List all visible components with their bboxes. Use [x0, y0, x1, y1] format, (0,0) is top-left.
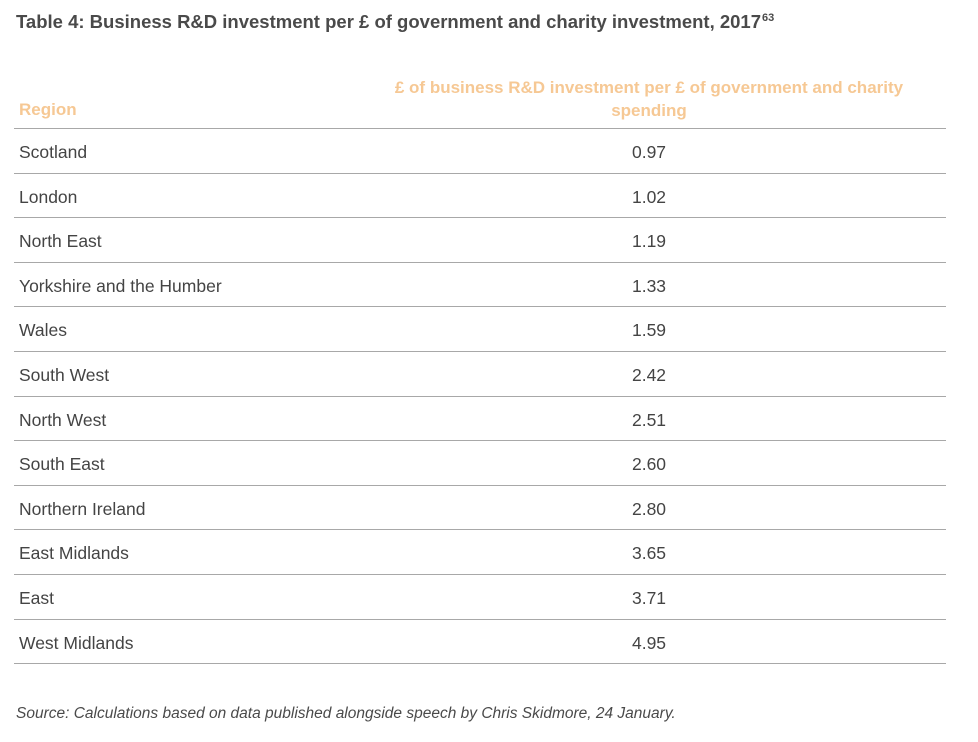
- value-cell: 0.97: [631, 142, 667, 162]
- source-note: Source: Calculations based on data publi…: [16, 705, 676, 722]
- region-cell: Northern Ireland: [19, 498, 146, 519]
- table-row: Yorkshire and the Humber 1.33: [14, 263, 946, 308]
- data-table: Region £ of business R&D investment per …: [14, 74, 946, 665]
- value-cell: 2.42: [631, 364, 667, 385]
- table-row: South West 2.42: [14, 352, 946, 397]
- table-row: East 3.71: [14, 575, 946, 620]
- value-cell: 3.65: [631, 543, 667, 564]
- region-cell: North West: [19, 409, 107, 430]
- value-cell: 2.51: [631, 409, 667, 430]
- column-header-value: £ of business R&D investment per £ of go…: [394, 78, 904, 120]
- footnote-reference[interactable]: 63: [762, 12, 775, 24]
- table-row: North West 2.51: [14, 397, 946, 442]
- region-cell: South East: [19, 454, 105, 475]
- table-row: East Midlands 3.65: [14, 530, 946, 575]
- value-cell: 1.19: [631, 231, 667, 252]
- table-body: Scotland 0.97 London 1.02 North East 1.19 York…: [14, 129, 946, 665]
- column-header-region: Region: [19, 100, 77, 119]
- region-cell: Scotland: [19, 142, 88, 162]
- table-row: Wales 1.59: [14, 307, 946, 352]
- region-cell: South West: [19, 364, 110, 385]
- table-row: London 1.02: [14, 174, 946, 219]
- region-cell: North East: [19, 231, 102, 252]
- value-cell: 2.60: [631, 454, 667, 475]
- table-row: North East 1.19: [14, 218, 946, 263]
- table-row: West Midlands 4.95: [14, 620, 946, 665]
- region-cell: East: [19, 587, 55, 608]
- table-row: Scotland 0.97: [14, 129, 946, 174]
- value-cell: 3.71: [631, 587, 667, 608]
- region-cell: East Midlands: [19, 543, 129, 564]
- region-cell: London: [19, 186, 78, 207]
- value-cell: 1.02: [631, 186, 667, 207]
- table-row: South East 2.60: [14, 441, 946, 486]
- region-cell: West Midlands: [19, 632, 134, 653]
- region-cell: Wales: [19, 320, 67, 341]
- value-cell: 1.33: [631, 275, 667, 296]
- table-title-text: Table 4: Business R&D investment per £ o…: [16, 11, 762, 32]
- value-cell: 4.95: [631, 632, 667, 653]
- table-row: Northern Ireland 2.80: [14, 486, 946, 531]
- region-cell: Yorkshire and the Humber: [19, 275, 222, 296]
- value-cell: 2.80: [631, 498, 667, 519]
- table-title: Table 4: Business R&D investment per £ o…: [16, 11, 774, 33]
- value-cell: 1.59: [631, 320, 667, 341]
- table-header-row: Region £ of business R&D investment per …: [14, 74, 946, 129]
